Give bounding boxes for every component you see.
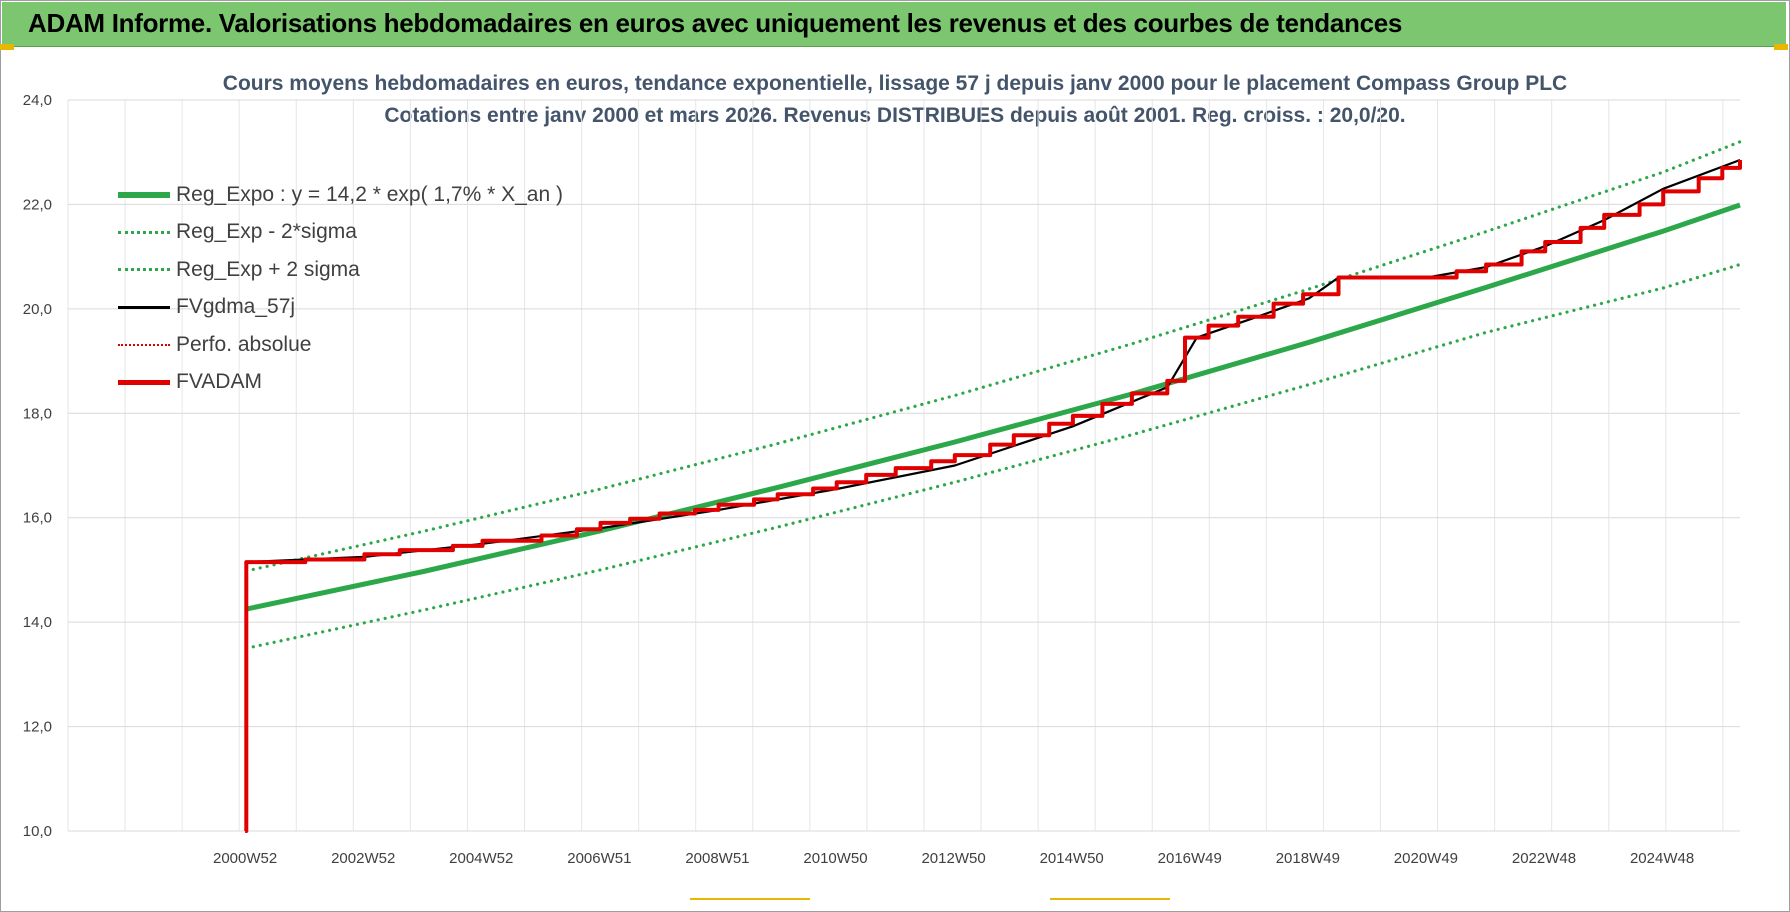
- x-tick-label: 2014W50: [1040, 850, 1104, 867]
- y-tick-label: 10,0: [23, 823, 52, 840]
- legend-label: Perfo. absolue: [176, 332, 312, 356]
- legend-label: FVgdma_57j: [176, 295, 296, 319]
- series-lines: [244, 140, 1742, 833]
- legend-label: Reg_Expo : y = 14,2 * exp( 1,7% * X_an ): [176, 182, 563, 206]
- x-tick-label: 2022W48: [1512, 850, 1576, 867]
- grid: [67, 99, 1740, 832]
- series-line: [245, 202, 1741, 612]
- x-axis: 2000W52 2002W52 2004W52 2006W51 2008W51 2010W…: [213, 850, 1694, 867]
- y-tick-label: 22,0: [23, 196, 52, 213]
- y-tick-label: 14,0: [23, 614, 52, 631]
- x-tick-label: 2012W50: [921, 850, 985, 867]
- legend-label: Reg_Exp - 2*sigma: [176, 220, 357, 244]
- corner-mark: [0, 44, 14, 50]
- legend-item: FVADAM: [118, 364, 563, 402]
- legend-swatch: [118, 191, 170, 198]
- legend-item: Reg_Expo : y = 14,2 * exp( 1,7% * X_an ): [118, 176, 563, 214]
- y-tick-label: 12,0: [23, 719, 52, 736]
- x-tick-label: 2000W52: [213, 850, 277, 867]
- legend-swatch: [118, 268, 170, 272]
- legend-label: FVADAM: [176, 370, 262, 394]
- y-axis: 10,0 12,0 14,0 16,0 18,0 20,0 22,0 24,0: [23, 92, 52, 840]
- report-title: ADAM Informe. Valorisations hebdomadaire…: [28, 8, 1403, 38]
- legend-item: Reg_Exp + 2 sigma: [118, 251, 563, 289]
- y-tick-label: 24,0: [23, 92, 52, 109]
- corner-mark: [690, 898, 810, 900]
- x-tick-label: 2006W51: [567, 850, 631, 867]
- legend: Reg_Expo : y = 14,2 * exp( 1,7% * X_an )…: [118, 176, 563, 401]
- legend-item: Perfo. absolue: [118, 326, 563, 364]
- corner-mark: [1050, 898, 1170, 900]
- x-tick-label: 2024W48: [1630, 850, 1694, 867]
- x-tick-label: 2020W49: [1394, 850, 1458, 867]
- x-tick-label: 2008W51: [685, 850, 749, 867]
- report-header: ADAM Informe. Valorisations hebdomadaire…: [2, 2, 1786, 47]
- legend-swatch: [118, 379, 170, 385]
- chart-title: Cours moyens hebdomadaires en euros, ten…: [222, 72, 1568, 95]
- legend-item: Reg_Exp - 2*sigma: [118, 214, 563, 252]
- chart-subtitle: Cotations entre janv 2000 et mars 2026. …: [384, 104, 1406, 127]
- legend-swatch: [118, 305, 170, 309]
- x-tick-label: 2004W52: [449, 850, 513, 867]
- x-tick-label: 2018W49: [1276, 850, 1340, 867]
- legend-label: Reg_Exp + 2 sigma: [176, 257, 360, 281]
- series-line: [244, 140, 1742, 573]
- series-line: [244, 160, 1742, 833]
- x-tick-label: 2016W49: [1158, 850, 1222, 867]
- y-tick-label: 20,0: [23, 301, 52, 318]
- y-tick-label: 18,0: [23, 405, 52, 422]
- corner-mark: [1774, 44, 1788, 50]
- series-line: [244, 262, 1742, 650]
- y-tick-label: 16,0: [23, 510, 52, 527]
- x-tick-label: 2010W50: [803, 850, 867, 867]
- legend-swatch: [118, 230, 170, 234]
- legend-swatch: [118, 343, 170, 346]
- x-tick-label: 2002W52: [331, 850, 395, 867]
- legend-item: FVgdma_57j: [118, 289, 563, 327]
